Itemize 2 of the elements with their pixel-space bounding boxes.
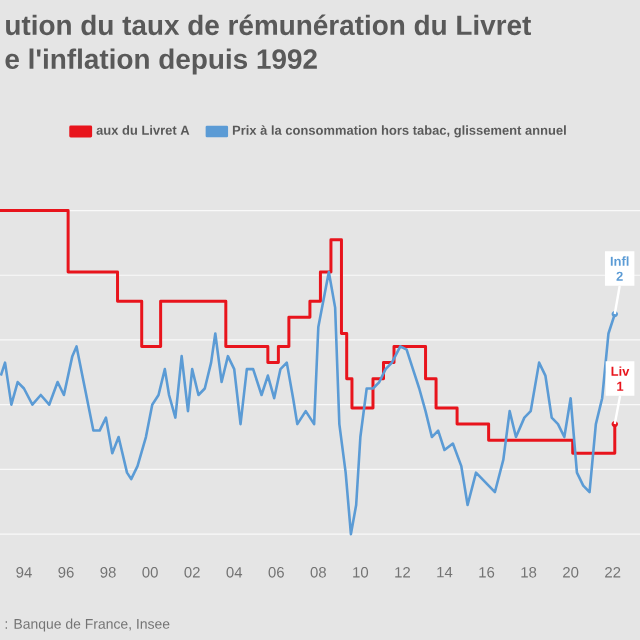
chart-title: ution du taux de rémunération du Livret — [6, 14, 531, 36]
chart-subtitle: e l'inflation depuis 1992 — [5, 48, 317, 75]
